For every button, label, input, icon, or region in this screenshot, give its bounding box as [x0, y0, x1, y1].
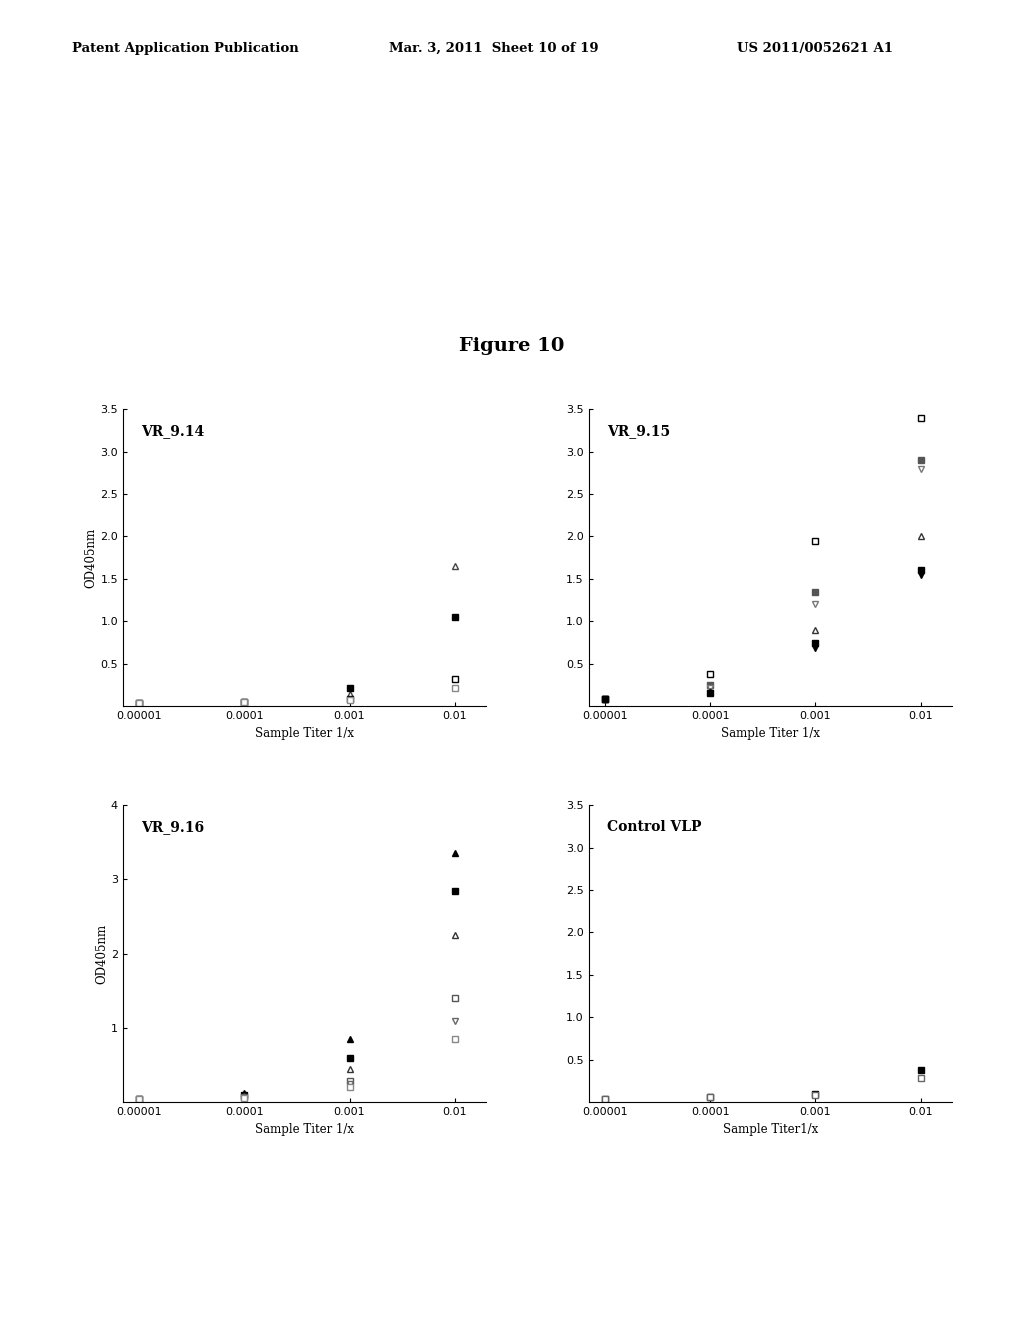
Text: Mar. 3, 2011  Sheet 10 of 19: Mar. 3, 2011 Sheet 10 of 19 [389, 42, 599, 55]
Text: VR_9.15: VR_9.15 [607, 424, 670, 438]
Text: Control VLP: Control VLP [607, 820, 701, 834]
X-axis label: Sample Titer 1/x: Sample Titer 1/x [721, 726, 820, 739]
Text: Patent Application Publication: Patent Application Publication [72, 42, 298, 55]
Y-axis label: OD405nm: OD405nm [85, 528, 97, 587]
Text: VR_9.16: VR_9.16 [141, 820, 204, 834]
Text: Figure 10: Figure 10 [460, 337, 564, 355]
X-axis label: Sample Titer 1/x: Sample Titer 1/x [255, 1122, 354, 1135]
Text: VR_9.14: VR_9.14 [141, 424, 205, 438]
X-axis label: Sample Titer1/x: Sample Titer1/x [723, 1122, 818, 1135]
X-axis label: Sample Titer 1/x: Sample Titer 1/x [255, 726, 354, 739]
Text: US 2011/0052621 A1: US 2011/0052621 A1 [737, 42, 893, 55]
Y-axis label: OD405nm: OD405nm [95, 924, 109, 983]
